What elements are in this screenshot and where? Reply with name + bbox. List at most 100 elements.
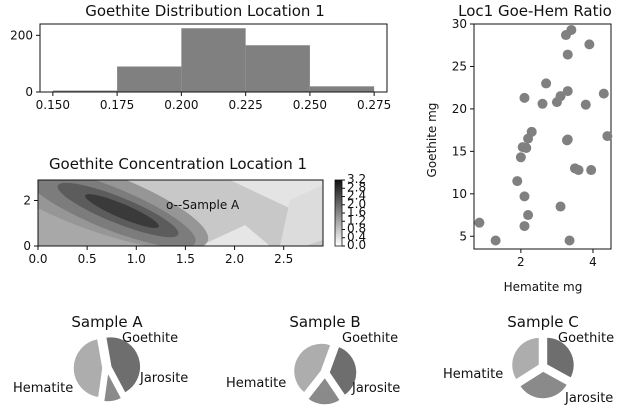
- colorbar-tick-label: 0.0: [347, 238, 366, 252]
- contour-frame: [37, 179, 324, 247]
- scatter-ytick-label: 30: [452, 17, 467, 31]
- colorbar-tick-label: 2.4: [347, 189, 366, 203]
- contour-field: [38, 180, 323, 246]
- scatter-point: [584, 39, 595, 50]
- contour-xtick-label: 0.0: [28, 252, 47, 266]
- scatter-point: [526, 126, 537, 137]
- contour-xtick-label: 2.5: [274, 252, 293, 266]
- pie-slice-label: Jarosite: [139, 371, 188, 386]
- colorbar-tick-label: 1.6: [347, 205, 366, 219]
- pie-slice-label: Jarosite: [564, 391, 613, 406]
- pie-slice: [306, 375, 342, 406]
- pie-title: Sample A: [71, 313, 143, 331]
- scatter-point: [512, 176, 523, 187]
- scatter-point: [521, 142, 532, 153]
- colorbar-tick-label: 2.8: [347, 180, 366, 194]
- scatter-point: [564, 235, 575, 246]
- histogram-bar: [117, 66, 182, 92]
- contour-annotation: o--Sample A: [166, 198, 240, 212]
- pie-slice: [518, 370, 569, 400]
- histogram-ytick-label: 200: [10, 28, 33, 42]
- pie-slice: [292, 342, 333, 395]
- histogram-title: Goethite Distribution Location 1: [85, 2, 325, 20]
- histogram-xtick-label: 0.175: [100, 98, 134, 112]
- histogram-bar: [52, 90, 118, 92]
- contour-xtick-label: 1.0: [127, 252, 146, 266]
- scatter-point: [523, 210, 534, 221]
- scatter-point: [562, 49, 573, 60]
- histogram-xtick-label: 0.225: [228, 98, 262, 112]
- contour-level-band: [200, 225, 270, 246]
- colorbar-tick-label: 3.2: [347, 172, 366, 186]
- contour-xtick-label: 1.5: [176, 252, 195, 266]
- histogram-bar: [309, 86, 375, 92]
- pie-slice-label: Goethite: [122, 331, 178, 346]
- histogram-xtick-label: 0.150: [36, 98, 70, 112]
- pie-title: Sample C: [507, 313, 578, 331]
- histogram-frame: [39, 23, 388, 93]
- histogram-xtick-label: 0.275: [357, 98, 391, 112]
- contour-xtick-label: 2.0: [225, 252, 244, 266]
- histogram-ytick-label: 0: [25, 85, 33, 99]
- scatter-point: [602, 131, 613, 142]
- contour-title: Goethite Concentration Location 1: [49, 155, 307, 173]
- scatter-xtick-label: 2: [517, 255, 525, 269]
- pie-slice: [72, 337, 104, 399]
- pie-slice: [510, 336, 541, 382]
- scatter-panel: Loc1 Goe-Hem Ratio 2 4 5 10 15 20 25 30 Hematit…: [425, 2, 613, 294]
- scatter-point: [555, 91, 566, 102]
- histogram-xtick-label: 0.250: [293, 98, 327, 112]
- scatter-point: [555, 201, 566, 212]
- scatter-ytick-label: 10: [452, 187, 467, 201]
- contour-ytick-label: 2: [23, 193, 31, 207]
- scatter-ytick-label: 15: [452, 144, 467, 158]
- pie-slice-label: Hematite: [226, 376, 286, 391]
- pie-slice-label: Jarosite: [351, 381, 400, 396]
- pie-slice-label: Goethite: [342, 331, 398, 346]
- scatter-point: [562, 86, 573, 97]
- colorbar-tick-label: 0.8: [347, 222, 366, 236]
- scatter-point: [541, 78, 552, 89]
- histogram-bar: [181, 28, 246, 92]
- colorbar-tick-label: 0.4: [347, 230, 366, 244]
- histogram-bar: [245, 45, 310, 92]
- contour-level-band: [280, 185, 323, 246]
- contour-ytick-label: 0: [23, 239, 31, 253]
- scatter-point: [519, 221, 530, 232]
- scatter-ytick-label: 25: [452, 59, 467, 73]
- scatter-point: [562, 135, 573, 146]
- pie-slice: [545, 336, 576, 380]
- scatter-point: [519, 191, 530, 202]
- scatter-ytick-label: 5: [459, 229, 467, 243]
- scatter-point: [537, 98, 548, 109]
- scatter-point: [519, 92, 530, 103]
- pie-slice-label: Goethite: [558, 331, 614, 346]
- scatter-ylabel: Goethite mg: [425, 103, 439, 178]
- pie-slice-label: Hematite: [443, 367, 503, 382]
- scatter-point: [586, 165, 597, 176]
- scatter-point: [566, 24, 577, 35]
- pie-slice: [104, 335, 142, 395]
- histogram-xtick-label: 0.200: [164, 98, 198, 112]
- colorbar: [334, 179, 343, 247]
- scatter-point: [515, 152, 526, 163]
- colorbar-tick-label: 2.0: [347, 197, 366, 211]
- scatter-ytick-label: 20: [452, 102, 467, 116]
- scatter-point: [490, 235, 501, 246]
- scatter-title: Loc1 Goe-Hem Ratio: [458, 2, 612, 20]
- contour-panel: Goethite Concentration Location 1 o--Sam…: [23, 155, 366, 266]
- scatter-xtick-label: 4: [589, 255, 597, 269]
- histogram-panel: Goethite Distribution Location 1 0.150 0.…: [10, 2, 391, 112]
- scatter-point: [573, 165, 584, 176]
- pie-title: Sample B: [289, 313, 360, 331]
- scatter-point: [598, 88, 609, 99]
- pie-slice: [328, 345, 358, 397]
- scatter-frame: [473, 23, 612, 250]
- pie-slice: [102, 369, 123, 403]
- scatter-point: [474, 217, 485, 228]
